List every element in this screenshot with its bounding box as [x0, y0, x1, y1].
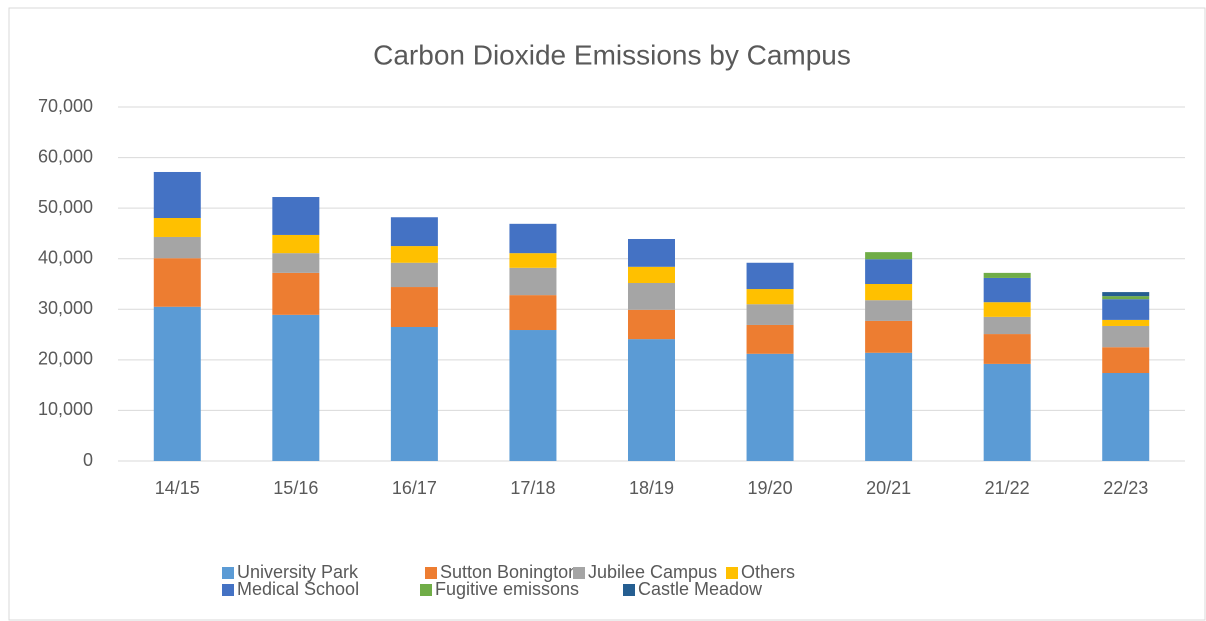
legend-label: Jubilee Campus	[588, 562, 717, 582]
y-tick-label: 50,000	[38, 197, 93, 217]
x-tick-label: 16/17	[392, 478, 437, 498]
legend-swatch	[425, 567, 437, 579]
bar-segment	[1102, 299, 1150, 320]
bar-segment	[1102, 292, 1150, 297]
bar-segment	[983, 277, 1031, 303]
bar-segment	[983, 302, 1031, 317]
bar-segment	[272, 234, 320, 254]
x-tick-label: 15/16	[273, 478, 318, 498]
y-tick-label: 30,000	[38, 298, 93, 318]
legend-swatch	[222, 584, 234, 596]
legend-swatch	[623, 584, 635, 596]
bar-segment	[390, 326, 438, 461]
bar-segment	[1102, 325, 1150, 348]
bar-segment	[865, 352, 913, 461]
bar-segment	[865, 259, 913, 284]
bar-segment	[983, 363, 1031, 461]
x-tick-label: 22/23	[1103, 478, 1148, 498]
x-tick-label: 20/21	[866, 478, 911, 498]
y-tick-label: 20,000	[38, 349, 93, 369]
bar-segment	[865, 284, 913, 301]
legend-label: Others	[741, 562, 795, 582]
bar-segment	[153, 218, 201, 237]
y-tick-label: 40,000	[38, 247, 93, 267]
bar-segment	[983, 316, 1031, 335]
bar-segment	[272, 253, 320, 273]
legend-swatch	[573, 567, 585, 579]
bar-segment	[628, 309, 675, 340]
bar-segment	[390, 262, 438, 288]
bar-segment	[390, 287, 438, 327]
bar-segment	[153, 171, 201, 219]
bar-segment	[509, 253, 557, 268]
bar-segment	[390, 217, 438, 247]
bar-segment	[1102, 373, 1150, 461]
legend-swatch	[222, 567, 234, 579]
bar-segment	[153, 306, 201, 461]
legend-swatch	[420, 584, 432, 596]
legend-label: Castle Meadow	[638, 579, 763, 599]
bar-segment	[865, 300, 913, 321]
y-tick-label: 10,000	[38, 399, 93, 419]
bar-segment	[746, 324, 794, 354]
bar-segment	[746, 304, 794, 325]
x-tick-label: 18/19	[629, 478, 674, 498]
bar-segment	[983, 272, 1031, 278]
bar-segment	[272, 314, 320, 461]
x-tick-label: 19/20	[748, 478, 793, 498]
bar-segment	[746, 353, 794, 461]
legend-swatch	[726, 567, 738, 579]
bar-segment	[628, 282, 675, 310]
bar-segment	[272, 272, 320, 315]
x-tick-label: 14/15	[155, 478, 200, 498]
x-tick-label: 21/22	[985, 478, 1030, 498]
bar-segment	[628, 266, 675, 283]
y-tick-label: 0	[83, 450, 93, 470]
x-tick-label: 17/18	[510, 478, 555, 498]
bar-segment	[272, 197, 320, 235]
bar-segment	[1102, 319, 1150, 326]
bar-segment	[865, 320, 913, 353]
chart-title: Carbon Dioxide Emissions by Campus	[373, 39, 851, 70]
bar-segment	[153, 258, 201, 307]
bar-segment	[509, 295, 557, 331]
bar-segment	[628, 238, 675, 267]
bar-segment	[1102, 296, 1150, 300]
y-tick-label: 60,000	[38, 146, 93, 166]
legend-label: University Park	[237, 562, 359, 582]
bar-segment	[746, 289, 794, 305]
bar-segment	[983, 334, 1031, 364]
legend-label: Medical School	[237, 579, 359, 599]
bar-segment	[628, 339, 675, 461]
bar-segment	[390, 246, 438, 263]
legend-label: Sutton Bonington	[440, 562, 578, 582]
bar-segment	[509, 330, 557, 461]
bar-segment	[509, 267, 557, 296]
bar-segment	[865, 252, 913, 260]
y-tick-label: 70,000	[38, 96, 93, 116]
legend-label: Fugitive emissons	[435, 579, 579, 599]
bar-segment	[153, 236, 201, 259]
bar-segment	[1102, 347, 1150, 374]
bar-segment	[746, 262, 794, 290]
bar-segment	[509, 223, 557, 254]
